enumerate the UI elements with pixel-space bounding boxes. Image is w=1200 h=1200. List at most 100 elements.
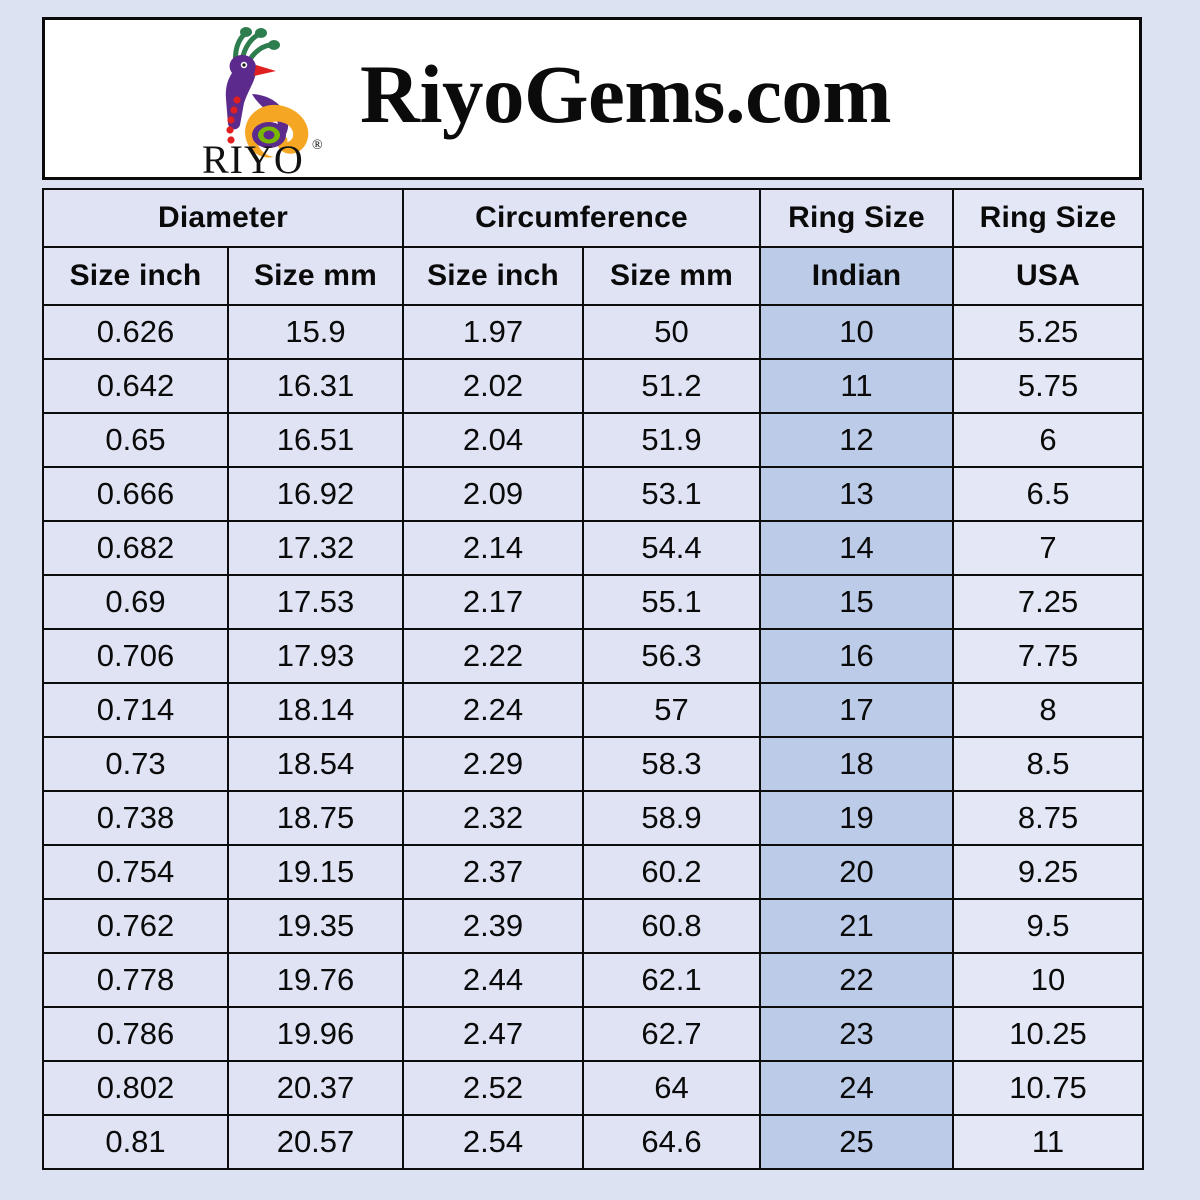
cell-diameter-inch: 0.754 <box>42 844 229 900</box>
cell-diameter-inch: 0.802 <box>42 1060 229 1116</box>
cell-diameter-inch: 0.73 <box>42 736 229 792</box>
group-header-circumference: Circumference <box>401 188 762 248</box>
column-header-diameter-inch: Size inch <box>42 246 229 306</box>
cell-circumference-mm: 62.7 <box>581 1006 762 1062</box>
registered-trademark-icon: ® <box>312 138 323 153</box>
cell-ring-size-usa: 8 <box>952 682 1145 738</box>
cell-diameter-mm: 19.15 <box>227 844 404 900</box>
table-row: 0.706 17.93 2.22 56.3 16 7.75 <box>42 628 1145 684</box>
brand-title: RiyoGems.com <box>360 48 892 140</box>
group-header-ring-size-indian: Ring Size <box>759 188 955 248</box>
cell-ring-size-usa: 6.5 <box>952 466 1145 522</box>
cell-ring-size-indian: 24 <box>759 1060 955 1116</box>
cell-diameter-mm: 17.32 <box>227 520 404 576</box>
cell-circumference-mm: 60.8 <box>581 898 762 954</box>
cell-diameter-mm: 20.57 <box>227 1114 404 1170</box>
cell-diameter-mm: 16.92 <box>227 466 404 522</box>
logo-wordmark-text: RIYO <box>202 137 304 176</box>
cell-ring-size-indian: 14 <box>759 520 955 576</box>
cell-ring-size-usa: 8.5 <box>952 736 1145 792</box>
cell-ring-size-indian: 22 <box>759 952 955 1008</box>
table-row: 0.73 18.54 2.29 58.3 18 8.5 <box>42 736 1145 792</box>
table-row: 0.666 16.92 2.09 53.1 13 6.5 <box>42 466 1145 522</box>
cell-ring-size-indian: 19 <box>759 790 955 846</box>
cell-circumference-inch: 2.54 <box>402 1114 584 1170</box>
cell-ring-size-usa: 7.75 <box>952 628 1145 684</box>
cell-diameter-inch: 0.65 <box>42 412 229 468</box>
cell-circumference-inch: 2.44 <box>402 952 584 1008</box>
cell-ring-size-indian: 21 <box>759 898 955 954</box>
cell-circumference-inch: 2.29 <box>402 736 584 792</box>
cell-diameter-mm: 19.76 <box>227 952 404 1008</box>
cell-circumference-mm: 56.3 <box>581 628 762 684</box>
table-row: 0.762 19.35 2.39 60.8 21 9.5 <box>42 898 1145 954</box>
cell-ring-size-indian: 16 <box>759 628 955 684</box>
cell-diameter-inch: 0.666 <box>42 466 229 522</box>
cell-circumference-mm: 62.1 <box>581 952 762 1008</box>
cell-diameter-mm: 18.75 <box>227 790 404 846</box>
cell-diameter-inch: 0.786 <box>42 1006 229 1062</box>
cell-diameter-inch: 0.738 <box>42 790 229 846</box>
cell-ring-size-usa: 6 <box>952 412 1145 468</box>
cell-diameter-mm: 17.93 <box>227 628 404 684</box>
ring-size-table-body: 0.626 15.9 1.97 50 10 5.25 0.642 16.31 2.02 51.2 1… <box>42 304 1145 1170</box>
table-row: 0.626 15.9 1.97 50 10 5.25 <box>42 304 1145 360</box>
cell-diameter-inch: 0.714 <box>42 682 229 738</box>
cell-ring-size-indian: 15 <box>759 574 955 630</box>
peacock-logo-icon: RIYO ® <box>190 21 340 176</box>
cell-circumference-mm: 60.2 <box>581 844 762 900</box>
cell-circumference-inch: 2.37 <box>402 844 584 900</box>
cell-diameter-inch: 0.682 <box>42 520 229 576</box>
table-row: 0.778 19.76 2.44 62.1 22 10 <box>42 952 1145 1008</box>
cell-diameter-inch: 0.706 <box>42 628 229 684</box>
brand-header: RIYO ® RiyoGems.com <box>42 17 1142 180</box>
cell-diameter-mm: 18.14 <box>227 682 404 738</box>
cell-ring-size-usa: 10.25 <box>952 1006 1145 1062</box>
column-header-diameter-mm: Size mm <box>227 246 404 306</box>
table-row: 0.69 17.53 2.17 55.1 15 7.25 <box>42 574 1145 630</box>
cell-ring-size-indian: 10 <box>759 304 955 360</box>
table-row: 0.682 17.32 2.14 54.4 14 7 <box>42 520 1145 576</box>
table-row: 0.786 19.96 2.47 62.7 23 10.25 <box>42 1006 1145 1062</box>
table-row: 0.642 16.31 2.02 51.2 11 5.75 <box>42 358 1145 414</box>
cell-circumference-mm: 64.6 <box>581 1114 762 1170</box>
cell-circumference-inch: 1.97 <box>402 304 584 360</box>
cell-ring-size-indian: 13 <box>759 466 955 522</box>
cell-diameter-inch: 0.626 <box>42 304 229 360</box>
cell-ring-size-indian: 12 <box>759 412 955 468</box>
table-row: 0.81 20.57 2.54 64.6 25 11 <box>42 1114 1145 1170</box>
cell-diameter-mm: 15.9 <box>227 304 404 360</box>
cell-circumference-mm: 64 <box>581 1060 762 1116</box>
cell-ring-size-usa: 5.25 <box>952 304 1145 360</box>
cell-diameter-mm: 16.51 <box>227 412 404 468</box>
table-row: 0.802 20.37 2.52 64 24 10.75 <box>42 1060 1145 1116</box>
cell-circumference-mm: 51.2 <box>581 358 762 414</box>
cell-ring-size-indian: 25 <box>759 1114 955 1170</box>
group-header-row: Diameter Circumference Ring Size Ring Si… <box>42 188 1145 248</box>
cell-diameter-mm: 17.53 <box>227 574 404 630</box>
cell-circumference-mm: 58.3 <box>581 736 762 792</box>
cell-circumference-inch: 2.52 <box>402 1060 584 1116</box>
cell-circumference-mm: 50 <box>581 304 762 360</box>
cell-ring-size-usa: 9.25 <box>952 844 1145 900</box>
cell-diameter-mm: 19.96 <box>227 1006 404 1062</box>
cell-circumference-inch: 2.17 <box>402 574 584 630</box>
cell-circumference-mm: 51.9 <box>581 412 762 468</box>
cell-circumference-mm: 57 <box>581 682 762 738</box>
table-row: 0.714 18.14 2.24 57 17 8 <box>42 682 1145 738</box>
cell-circumference-mm: 53.1 <box>581 466 762 522</box>
cell-ring-size-usa: 9.5 <box>952 898 1145 954</box>
column-header-indian: Indian <box>759 246 955 306</box>
cell-ring-size-indian: 23 <box>759 1006 955 1062</box>
cell-circumference-inch: 2.47 <box>402 1006 584 1062</box>
cell-ring-size-indian: 20 <box>759 844 955 900</box>
cell-circumference-inch: 2.14 <box>402 520 584 576</box>
column-header-row: Size inch Size mm Size inch Size mm Indi… <box>42 246 1145 306</box>
cell-circumference-inch: 2.22 <box>402 628 584 684</box>
cell-circumference-mm: 54.4 <box>581 520 762 576</box>
table-row: 0.754 19.15 2.37 60.2 20 9.25 <box>42 844 1145 900</box>
cell-circumference-inch: 2.39 <box>402 898 584 954</box>
cell-ring-size-usa: 10 <box>952 952 1145 1008</box>
cell-circumference-inch: 2.24 <box>402 682 584 738</box>
